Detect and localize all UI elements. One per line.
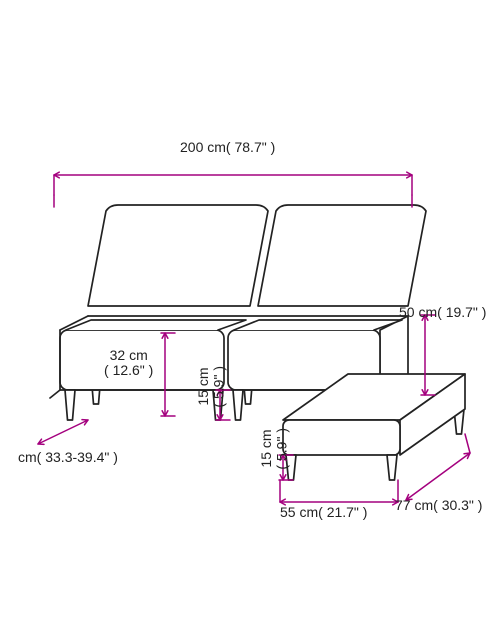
cm: 55 cm <box>280 504 318 520</box>
dim-top-width: 200 cm( 78.7" ) <box>180 140 275 155</box>
cm: 77 cm <box>395 497 433 513</box>
dim-ottoman-width: 77 cm( 30.3" ) <box>395 498 482 513</box>
in: 33.3-39.4" <box>45 449 109 465</box>
dim-ottoman-front: 55 cm( 21.7" ) <box>280 505 367 520</box>
dim-depth-range: cm( 33.3-39.4" ) <box>18 450 118 465</box>
in: 30.3" <box>442 497 474 513</box>
in: ( 5.9" ) <box>211 366 226 408</box>
drawing-canvas: 200 cm( 78.7" ) 50 cm( 19.7" ) 32 cm( 12… <box>0 0 500 641</box>
cm: 15 cm <box>258 430 274 468</box>
in: 21.7" <box>327 504 359 520</box>
in: ( 12.6" ) <box>104 363 153 378</box>
cm: cm <box>18 449 37 465</box>
cm: 50 cm <box>399 304 437 320</box>
cm: 15 cm <box>195 368 211 406</box>
in: 19.7" <box>446 304 478 320</box>
dim-ottoman-depth: 50 cm( 19.7" ) <box>399 305 486 320</box>
dim-sofa-leg: 15 cm( 5.9" ) <box>196 366 227 408</box>
cm: 200 cm <box>180 139 226 155</box>
diagram-svg <box>0 0 500 641</box>
in: ( 5.9" ) <box>274 428 289 470</box>
in: 78.7" <box>234 139 266 155</box>
dim-seat-height: 32 cm( 12.6" ) <box>104 348 153 379</box>
cm: 32 cm <box>110 347 148 363</box>
dim-ottoman-leg: 15 cm( 5.9" ) <box>259 428 290 470</box>
